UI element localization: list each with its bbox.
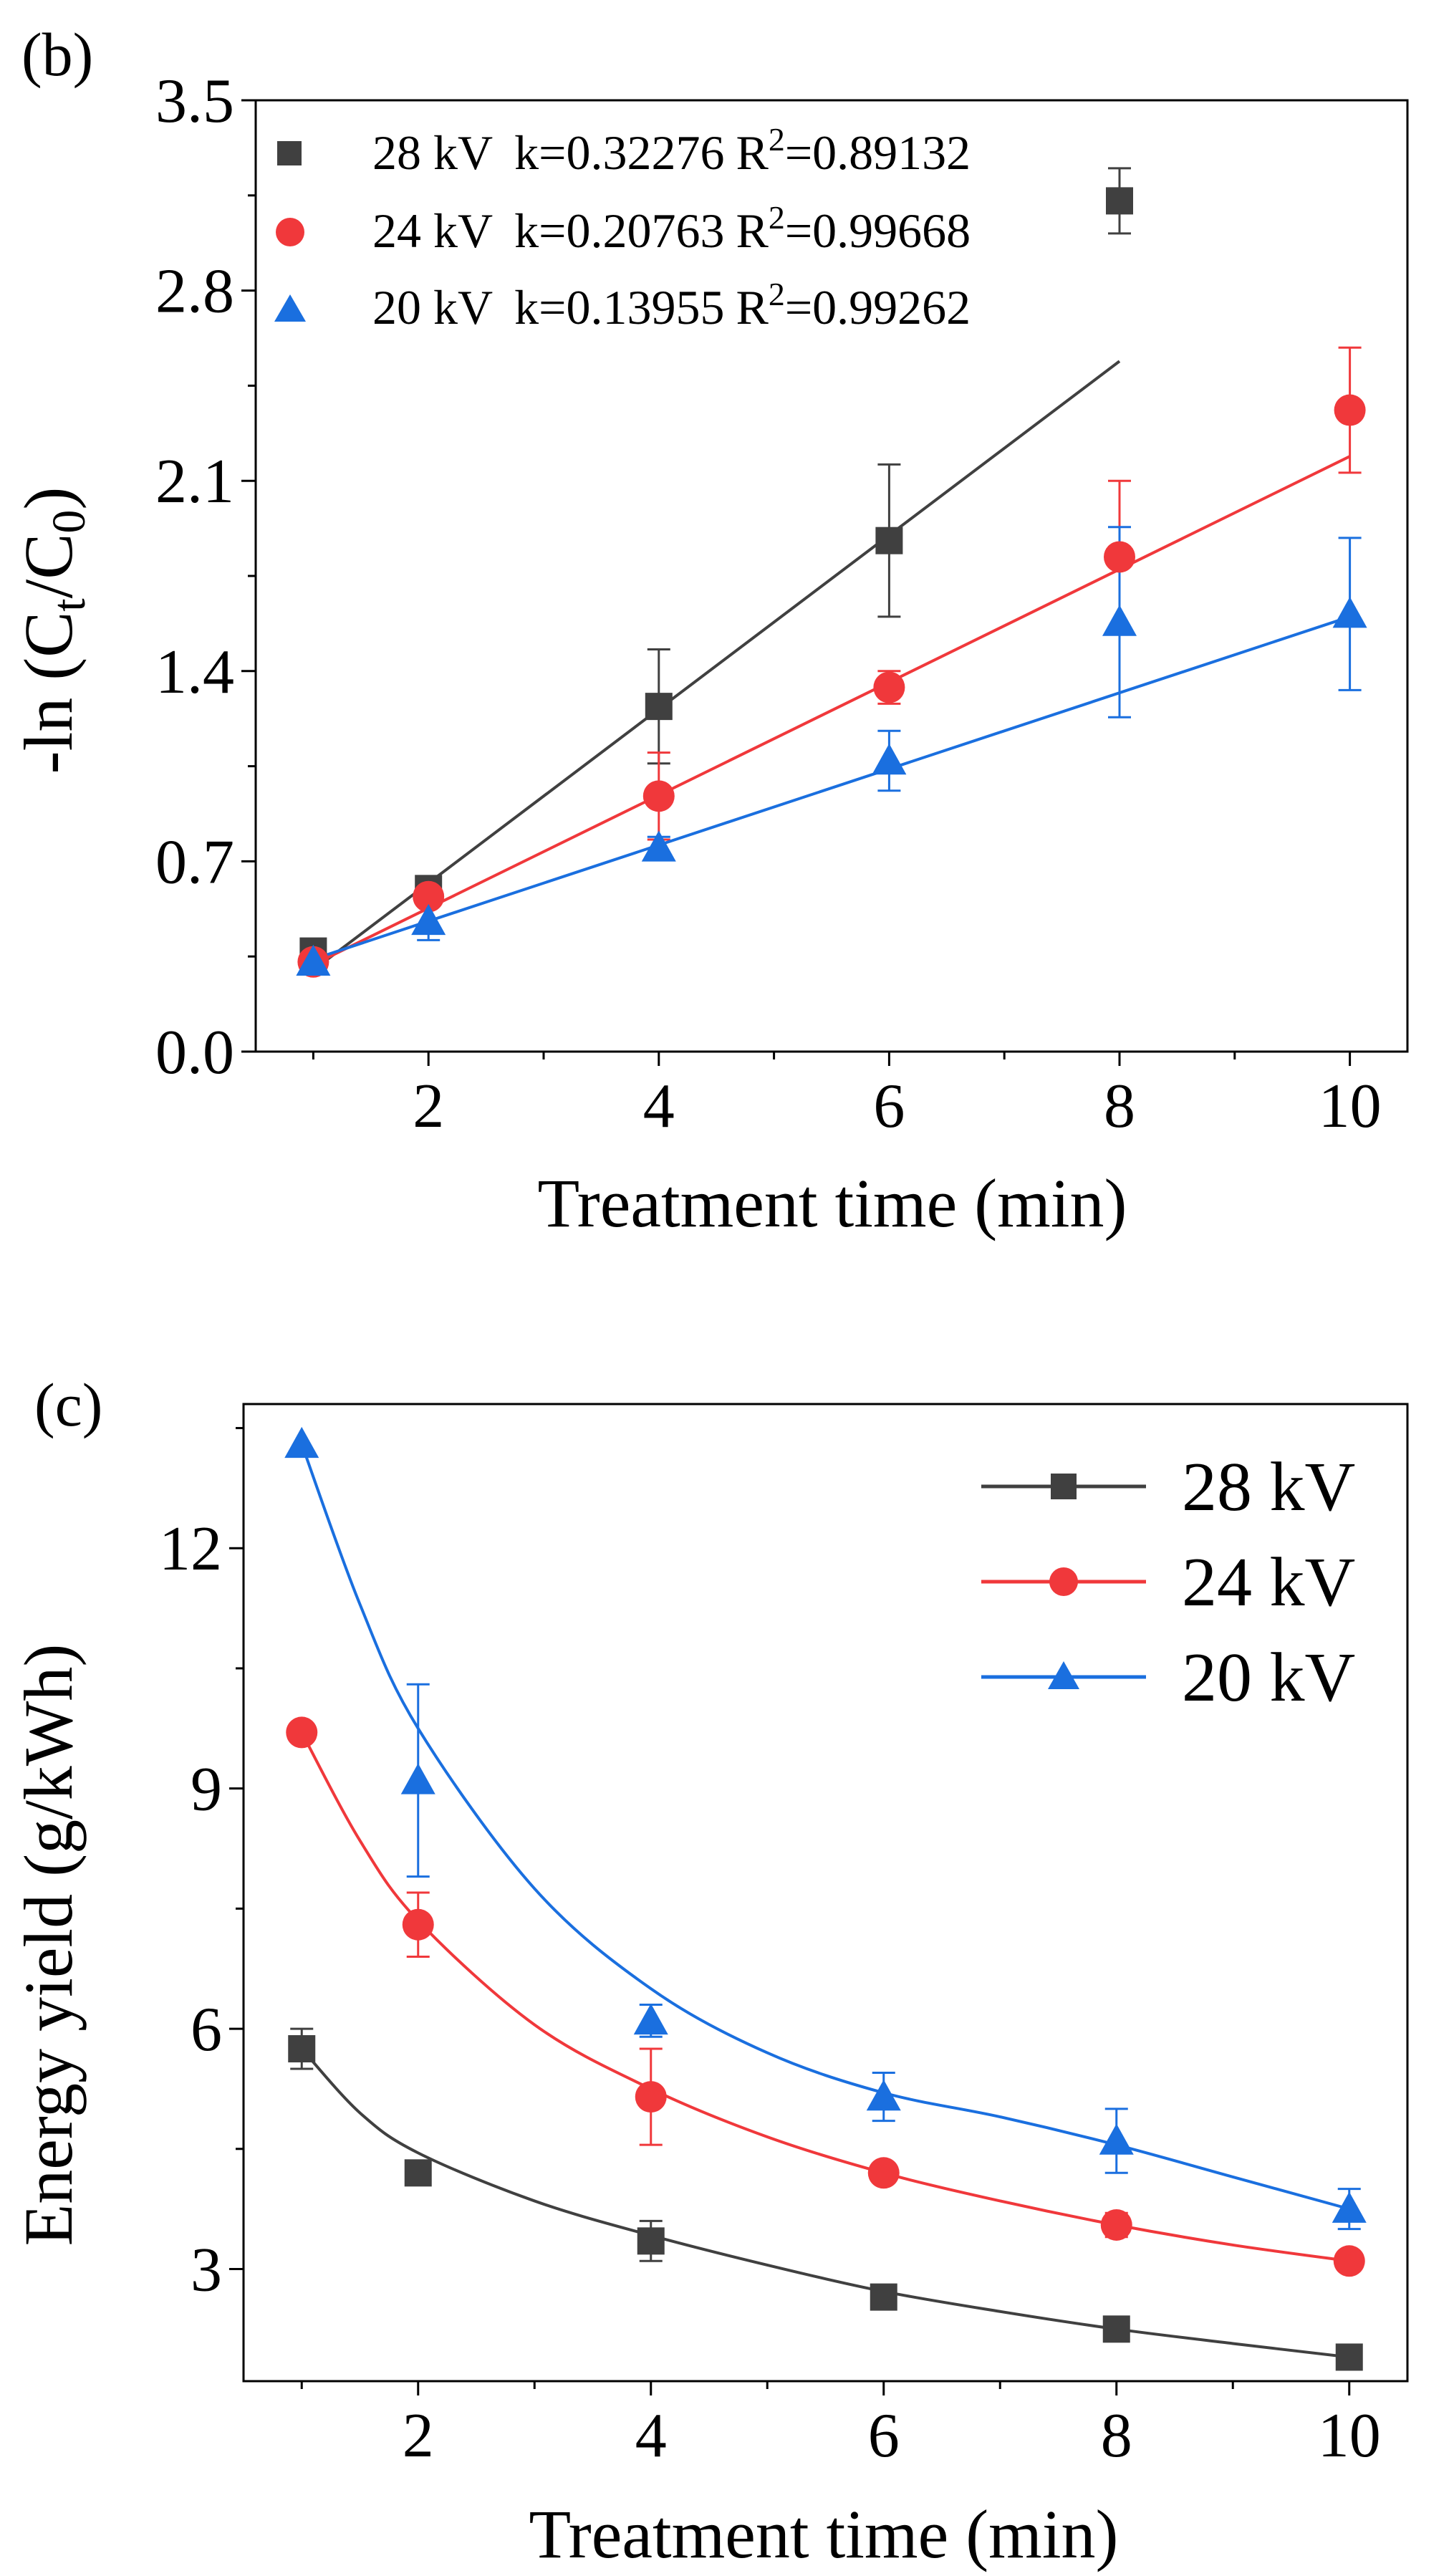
b-x-axis-title: Treatment time (min) xyxy=(538,1165,1127,1241)
c-point-20kv xyxy=(1099,2123,1134,2155)
c-point-24kv xyxy=(635,2081,667,2113)
c-fit-curve-20kv xyxy=(300,1443,1350,2211)
c-point-24kv xyxy=(867,2157,900,2189)
b-point-24kv xyxy=(642,780,675,812)
c-legend-label-28kv: 28 kV xyxy=(1182,1448,1355,1526)
c-y-tick-label: 6 xyxy=(191,1995,222,2065)
c-y-tick-label: 12 xyxy=(159,1514,222,1584)
b-point-24kv xyxy=(413,880,445,913)
c-point-20kv xyxy=(1332,2191,1367,2223)
c-x-tick-label: 4 xyxy=(635,2401,667,2471)
c-fit-curve-28kv xyxy=(300,2047,1349,2359)
c-x-tick-label: 8 xyxy=(1101,2401,1132,2471)
b-legend-square-marker xyxy=(277,141,302,165)
c-point-24kv xyxy=(286,1716,318,1749)
b-x-tick-label: 6 xyxy=(873,1072,905,1141)
b-x-tick-label: 2 xyxy=(413,1072,444,1141)
b-legend-item-28kv: 28 kV k=0.32276 R2=0.89132 xyxy=(277,121,971,180)
b-y-tick-label: 2.1 xyxy=(155,447,234,516)
c-point-20kv xyxy=(866,2080,901,2111)
b-plot-frame xyxy=(254,99,1409,1053)
c-point-28kv xyxy=(404,2159,432,2187)
c-legend-item-24kv: 24 kV xyxy=(981,1544,1355,1621)
c-point-24kv xyxy=(402,1908,434,1941)
c-point-28kv xyxy=(870,2283,897,2311)
c-legend-square-marker xyxy=(1051,1474,1077,1499)
c-fit-curves xyxy=(300,1443,1350,2359)
c-y-tick-label: 9 xyxy=(191,1755,222,1825)
c-legend-circle-marker xyxy=(1049,1567,1078,1596)
c-data-markers xyxy=(284,1426,1367,2371)
b-y-tick-label: 0.0 xyxy=(155,1018,234,1087)
b-point-20kv xyxy=(1102,605,1137,636)
b-fit-line-20kv xyxy=(312,615,1351,961)
c-legend-item-28kv: 28 kV xyxy=(981,1448,1355,1526)
c-legend-label-24kv: 24 kV xyxy=(1182,1544,1355,1621)
b-y-axis-title: -ln (Ct/C0) xyxy=(10,487,95,774)
b-legend-text-24kv: 24 kV k=0.20763 R2=0.99668 xyxy=(372,199,971,258)
b-axis-ticks: 2 4 6 8 10 0.0 0.7 1.4 2.1 2.8 3.5 xyxy=(155,67,1382,1141)
b-point-20kv xyxy=(411,903,446,936)
b-x-tick-label: 10 xyxy=(1319,1072,1382,1141)
b-point-24kv xyxy=(873,671,905,703)
b-legend-item-24kv: 24 kV k=0.20763 R2=0.99668 xyxy=(276,199,971,258)
c-x-tick-label: 2 xyxy=(403,2401,434,2471)
b-y-tick-label: 0.7 xyxy=(155,827,234,897)
c-legend-item-20kv: 20 kV xyxy=(981,1639,1355,1716)
c-plot-frame xyxy=(242,1403,1409,2383)
b-x-tick-label: 4 xyxy=(643,1072,675,1141)
c-legend: 28 kV 24 kV 20 kV xyxy=(981,1448,1355,1716)
b-point-24kv xyxy=(1104,541,1135,573)
c-x-tick-label: 10 xyxy=(1318,2401,1381,2471)
c-legend-triangle-marker xyxy=(1048,1661,1079,1689)
c-point-28kv xyxy=(1102,2315,1130,2343)
panel-c: (c) 2 4 6 8 10 3 6 9 12 Treatment time (min) Ene… xyxy=(10,1370,1409,2572)
b-x-tick-label: 8 xyxy=(1104,1072,1135,1141)
b-point-24kv xyxy=(1334,394,1366,426)
c-y-axis-title: Energy yield (g/kWh) xyxy=(10,1644,87,2246)
c-point-20kv xyxy=(284,1426,319,1458)
c-legend-label-20kv: 20 kV xyxy=(1182,1639,1355,1716)
b-legend-triangle-marker xyxy=(274,294,306,322)
c-point-20kv xyxy=(633,2003,668,2035)
b-point-28kv xyxy=(875,527,903,554)
b-legend-circle-marker xyxy=(276,218,304,246)
c-y-tick-label: 3 xyxy=(191,2235,222,2305)
b-point-28kv xyxy=(1106,187,1133,215)
c-axis-ticks: 2 4 6 8 10 3 6 9 12 xyxy=(159,1427,1381,2471)
b-fit-line-28kv xyxy=(312,360,1121,971)
b-fit-line-24kv xyxy=(312,455,1351,966)
c-point-20kv xyxy=(400,1763,435,1794)
b-point-20kv xyxy=(641,830,676,862)
b-legend-text-28kv: 28 kV k=0.32276 R2=0.89132 xyxy=(372,121,971,180)
panel-b: (b) 2 4 6 8 10 0.0 0.7 1.4 2.1 2.8 3.5 Treatment t… xyxy=(10,20,1409,1241)
c-x-axis-title: Treatment time (min) xyxy=(529,2496,1119,2572)
c-point-28kv xyxy=(637,2227,665,2255)
b-y-tick-label: 3.5 xyxy=(155,67,234,136)
c-point-28kv xyxy=(1335,2343,1363,2371)
b-point-20kv xyxy=(1332,597,1367,628)
c-point-24kv xyxy=(1100,2209,1132,2241)
b-point-20kv xyxy=(296,944,331,976)
c-point-28kv xyxy=(288,2035,316,2063)
panel-c-label: (c) xyxy=(34,1370,102,1439)
c-x-tick-label: 6 xyxy=(868,2401,900,2471)
b-data-markers xyxy=(296,187,1367,978)
b-fit-lines xyxy=(312,360,1351,971)
b-legend-item-20kv: 20 kV k=0.13955 R2=0.99262 xyxy=(274,276,971,335)
b-y-tick-label: 1.4 xyxy=(155,638,234,707)
b-point-20kv xyxy=(872,744,907,775)
panel-b-label: (b) xyxy=(21,20,93,89)
b-legend: 28 kV k=0.32276 R2=0.89132 24 kV k=0.20763 R… xyxy=(274,121,971,335)
b-legend-text-20kv: 20 kV k=0.13955 R2=0.99262 xyxy=(372,276,971,335)
c-fit-curve-24kv xyxy=(300,1731,1350,2263)
b-y-tick-label: 2.8 xyxy=(155,257,234,327)
c-point-24kv xyxy=(1333,2245,1365,2277)
b-point-28kv xyxy=(645,693,673,721)
